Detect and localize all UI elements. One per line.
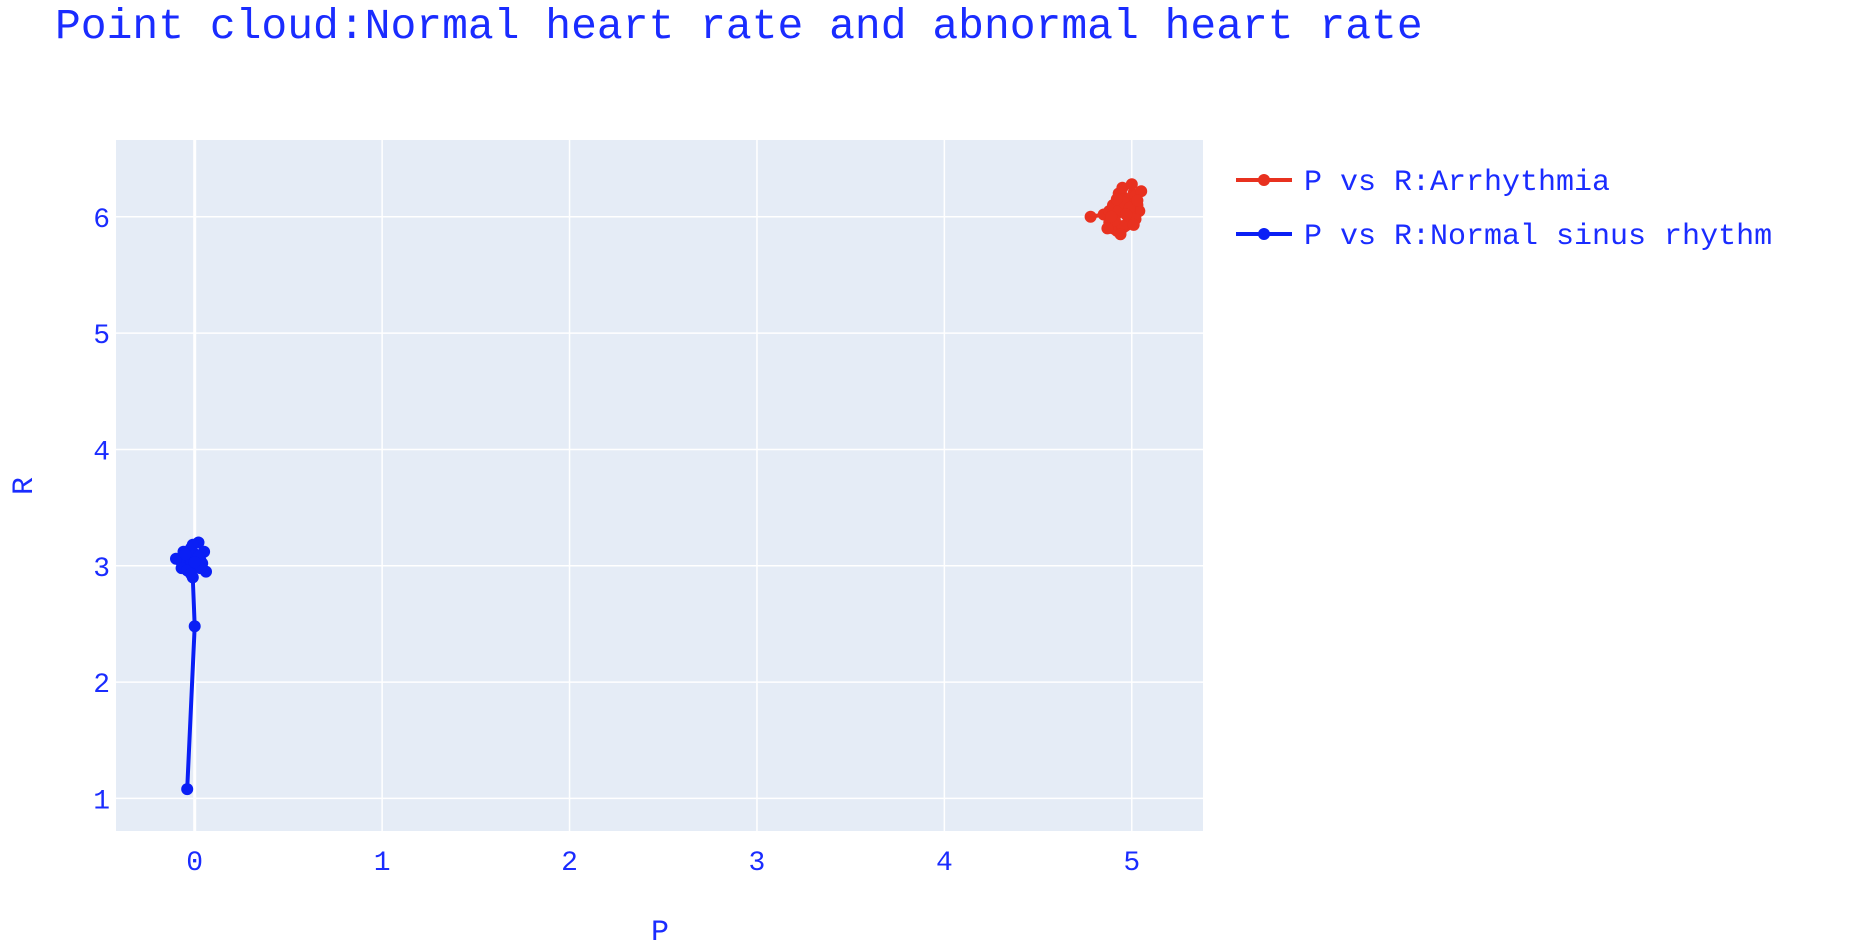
- legend-label: P vs R:Normal sinus rhythm: [1304, 220, 1772, 254]
- x-tick-label: 3: [749, 848, 766, 879]
- y-axis-label: R: [8, 477, 42, 495]
- legend[interactable]: P vs R:Arrhythmia P vs R:Normal sinus rhy…: [1236, 166, 1772, 254]
- legend-label: P vs R:Arrhythmia: [1304, 166, 1610, 200]
- legend-marker: [1258, 174, 1270, 186]
- y-tick-label: 5: [93, 321, 110, 352]
- data-point: [185, 567, 197, 580]
- data-point: [188, 620, 201, 633]
- data-point: [1116, 181, 1129, 194]
- x-tick-label: 4: [936, 848, 953, 879]
- legend-item[interactable]: P vs R:Normal sinus rhythm: [1236, 220, 1772, 254]
- grid: [116, 140, 1203, 831]
- data-point: [1120, 208, 1133, 221]
- y-tick-label: 6: [93, 205, 110, 236]
- x-tick-label: 0: [186, 848, 203, 879]
- data-point: [1127, 218, 1140, 231]
- data-point: [188, 556, 201, 569]
- data-point: [1084, 210, 1097, 223]
- x-tick-label: 2: [561, 848, 578, 879]
- data-point: [1131, 194, 1144, 207]
- y-tick-label: 4: [93, 437, 110, 468]
- data-point: [1110, 193, 1123, 206]
- data-point: [170, 552, 182, 565]
- data-point: [1114, 228, 1127, 241]
- data-point: [186, 538, 199, 551]
- data-point: [1125, 178, 1138, 191]
- data-point: [1101, 222, 1114, 235]
- chart-title: Point cloud:Normal heart rate and abnorm…: [55, 2, 1423, 51]
- data-layer: [170, 178, 1148, 796]
- x-axis-label: P: [651, 916, 669, 950]
- data-point: [181, 783, 194, 796]
- x-tick-label: 5: [1123, 848, 1140, 879]
- series-1: [1084, 178, 1148, 241]
- plot-area: [116, 140, 1203, 831]
- data-point: [1135, 185, 1148, 198]
- legend-marker: [1258, 228, 1270, 240]
- y-tick-label: 1: [93, 786, 110, 817]
- x-tick-label: 1: [374, 848, 391, 879]
- y-tick-label: 3: [93, 554, 110, 585]
- series-2: [170, 536, 212, 796]
- y-tick-label: 2: [93, 670, 110, 701]
- axis-ticks: 0 1 2 3 4 5 1 2 3 4 5 6: [93, 205, 1140, 879]
- data-point: [179, 548, 192, 561]
- data-point: [1105, 210, 1118, 223]
- legend-item[interactable]: P vs R:Arrhythmia: [1236, 166, 1610, 200]
